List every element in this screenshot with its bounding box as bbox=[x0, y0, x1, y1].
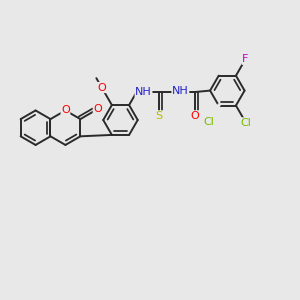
Text: O: O bbox=[190, 111, 199, 121]
Text: NH: NH bbox=[135, 87, 152, 97]
Text: S: S bbox=[155, 111, 163, 121]
Text: Cl: Cl bbox=[241, 118, 251, 128]
Text: O: O bbox=[98, 82, 106, 92]
Text: O: O bbox=[93, 104, 102, 114]
Text: NH: NH bbox=[172, 86, 189, 96]
Text: F: F bbox=[242, 54, 248, 64]
Text: O: O bbox=[61, 106, 70, 116]
Text: Cl: Cl bbox=[204, 117, 214, 127]
